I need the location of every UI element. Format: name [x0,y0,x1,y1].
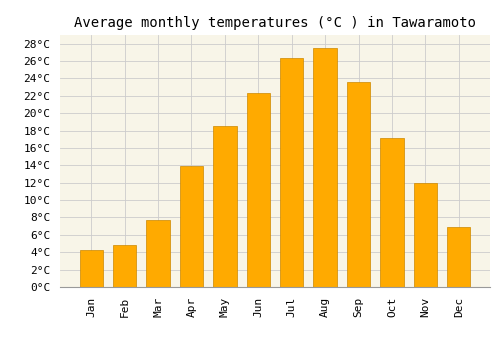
Bar [314,48,337,287]
Bar [447,227,470,287]
Bar [213,126,236,287]
Bar [280,58,303,287]
Bar [246,93,270,287]
Bar [146,220,170,287]
Bar [380,138,404,287]
Bar [414,183,437,287]
Title: Average monthly temperatures (°C ) in Tawaramoto: Average monthly temperatures (°C ) in Ta… [74,16,476,30]
Bar [80,250,103,287]
Bar [347,82,370,287]
Bar [113,245,136,287]
Bar [180,166,203,287]
